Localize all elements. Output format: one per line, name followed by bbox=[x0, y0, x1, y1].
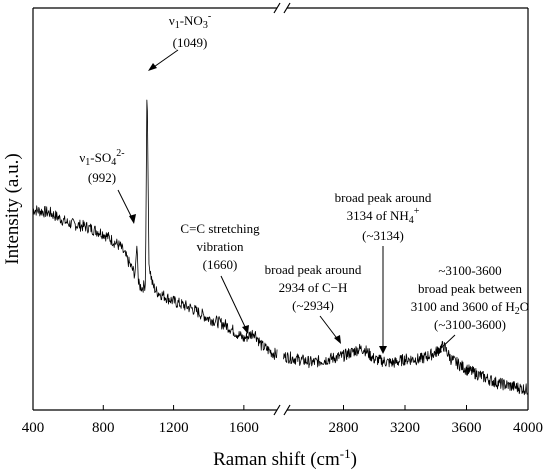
x-axis-title: Raman shift (cm-1) bbox=[213, 446, 357, 470]
annotation-h2o-arrowhead bbox=[434, 347, 442, 355]
annotation-ch-arrowhead bbox=[334, 335, 341, 344]
annotation-cc: C=C stretching vibration (1660) bbox=[180, 221, 260, 334]
x-tick-label: 1600 bbox=[229, 420, 259, 436]
annotation-nh4: broad peak around 3134 of NH4+ (~3134) bbox=[335, 190, 432, 354]
annotation-h2o-line1: ~3100-3600 bbox=[438, 263, 501, 278]
annotation-cc-arrowhead bbox=[242, 325, 249, 334]
annotation-so4-arrowhead bbox=[129, 214, 136, 224]
annotation-h2o-line2: broad peak between bbox=[418, 281, 522, 296]
annotation-ch: broad peak around 2934 of C−H (~2934) bbox=[265, 262, 362, 344]
annotation-nh4-value: (~3134) bbox=[362, 228, 404, 243]
annotation-no3-value: (1049) bbox=[173, 35, 208, 50]
annotation-h2o-arrow bbox=[436, 334, 456, 353]
x-tick-label: 4000 bbox=[513, 420, 543, 436]
annotation-no3-arrowhead bbox=[148, 63, 157, 71]
x-tick-label: 2800 bbox=[329, 420, 359, 436]
x-tick-labels: 400 800 1200 1600 2800 3200 3600 4000 bbox=[22, 420, 543, 436]
annotation-so4-label: ν1-SO42- bbox=[79, 148, 124, 168]
annotation-so4-value: (992) bbox=[88, 170, 116, 185]
x-tick-label: 800 bbox=[92, 420, 115, 436]
annotation-no3-arrow bbox=[150, 49, 179, 70]
annotation-cc-arrow bbox=[220, 275, 248, 332]
annotation-ch-line2: 2934 of C−H bbox=[279, 280, 348, 295]
annotation-h2o-value: (~3100-3600) bbox=[434, 317, 506, 332]
annotation-no3-label: ν1-NO3- bbox=[169, 11, 211, 31]
plot-frame bbox=[32, 2, 529, 416]
annotation-cc-line1: C=C stretching bbox=[180, 221, 260, 236]
annotation-ch-value: (~2934) bbox=[292, 298, 334, 313]
axis-break-bottom bbox=[273, 404, 291, 416]
x-ticks bbox=[32, 405, 529, 410]
x-tick-label: 400 bbox=[22, 420, 45, 436]
annotation-ch-arrow bbox=[319, 315, 340, 342]
annotation-cc-line2: vibration bbox=[197, 239, 244, 254]
annotation-h2o: ~3100-3600 broad peak between 3100 and 3… bbox=[411, 263, 529, 355]
annotation-nh4-line2: 3134 of NH4+ bbox=[347, 206, 420, 226]
annotation-cc-value: (1660) bbox=[203, 257, 238, 272]
spectrum-line bbox=[32, 99, 529, 396]
annotation-no3: ν1-NO3- (1049) bbox=[148, 11, 211, 71]
annotation-ch-line1: broad peak around bbox=[265, 262, 362, 277]
x-tick-label: 1200 bbox=[159, 420, 189, 436]
axis-break-top bbox=[273, 2, 291, 14]
annotation-h2o-line3: 3100 and 3600 of H2O bbox=[411, 299, 529, 317]
annotation-nh4-arrowhead bbox=[379, 346, 387, 354]
annotation-so4: ν1-SO42- (992) bbox=[79, 148, 136, 224]
y-axis-title: Intensity (a.u.) bbox=[2, 153, 23, 264]
x-tick-label: 3600 bbox=[452, 420, 482, 436]
annotation-nh4-line1: broad peak around bbox=[335, 190, 432, 205]
x-tick-label: 3200 bbox=[390, 420, 420, 436]
